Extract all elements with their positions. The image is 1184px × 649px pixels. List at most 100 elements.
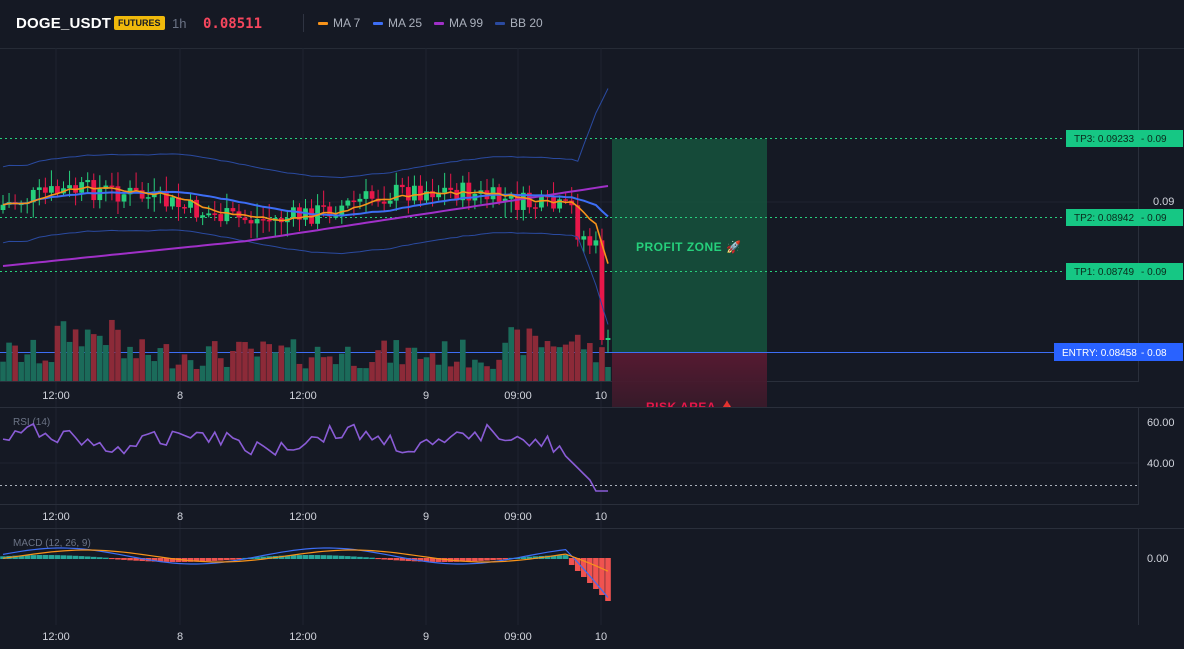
legend-label: MA 25 [388,16,423,30]
candle [581,230,587,253]
candle [351,190,357,217]
tp1-tag[interactable]: TP1: 0.08749 - 0.09 [1066,263,1183,280]
indicator-lines [2,88,609,325]
candle [278,210,284,235]
volume-bar [151,361,158,381]
legend-ma25[interactable]: MA 25 [373,16,422,30]
ma7-line [2,185,609,264]
bb20-swatch [495,21,505,25]
macd-bar [0,556,6,559]
macd-bar [417,558,424,562]
macd-bar [314,555,321,559]
candle [363,178,369,213]
volume-bar [526,328,533,381]
candle [266,204,272,232]
macd-bar [24,555,30,559]
candle [97,175,103,209]
candle [309,199,314,227]
candle [85,172,91,194]
macd-bar [115,558,121,560]
legend-label: BB 20 [510,16,543,30]
volume-bar [375,350,381,381]
macd-bar [205,558,212,562]
volume-bar [478,362,484,381]
chart-header: DOGE_USDT FUTURES 1h 0.08511 MA 7 MA 25 … [0,0,1184,49]
macd-bar [520,557,527,559]
candle [599,228,605,345]
volume-bar [423,357,430,381]
candle [442,172,448,206]
volume-bar [175,364,182,381]
rsi-tick: 40.00 [1147,458,1175,470]
macd-bar [36,555,43,559]
macd-bar [544,555,551,559]
macd-line [2,547,609,598]
legend-ma7[interactable]: MA 7 [318,16,360,30]
volume-bar [369,362,375,381]
macd-bar [84,556,91,559]
macd-bar [266,556,272,559]
volume-bar [48,362,55,381]
symbol-name[interactable]: DOGE_USDT [16,15,112,32]
macd-bar [351,556,357,559]
candle [605,329,611,353]
macd-bar [605,558,611,601]
macd-bar [562,555,569,559]
volume-bar [581,349,587,381]
volume-bar [12,345,18,381]
tp3-tag[interactable]: TP3: 0.09233 - 0.09 [1066,130,1183,147]
tp3-tag-label: TP3: 0.09233 [1074,134,1134,145]
volume-bar [278,345,285,381]
volume-bar [556,347,563,381]
candle [24,198,30,214]
volume-bar [181,354,188,381]
macd-bar [381,558,387,560]
tp2-tag[interactable]: TP2: 0.08942 - 0.09 [1066,209,1183,226]
candle [284,209,290,237]
macd-bar [599,558,605,595]
volume-bar [54,325,61,381]
volume-bar [447,366,454,381]
volume-bar [562,344,569,381]
candle [272,215,278,237]
macd-bar [472,558,478,562]
time-label: 12:00 [42,390,70,402]
macd-bar [581,558,587,577]
rsi-line [2,422,608,492]
macd-bar [42,555,49,559]
volume-bar [363,368,369,381]
timeframe-selector[interactable]: 1h [172,16,187,31]
volume-bar [320,357,327,381]
candle [55,179,60,198]
macd-bar [109,558,115,560]
volume-bar [411,347,418,381]
volume-bar [199,365,206,381]
candle [200,212,206,226]
time-label: 12:00 [42,631,70,643]
time-label: 10 [595,631,607,643]
volume-bar [97,335,103,381]
macd-bar [296,555,303,559]
macd-tick: 0.00 [1147,553,1168,565]
volume-bar [393,340,400,381]
candle [333,206,339,220]
entry-tag-label: ENTRY: 0.08458 [1062,348,1137,359]
macd-bar [423,558,430,562]
candle [230,201,236,214]
ma25-swatch [373,21,383,25]
macd-bar [405,558,412,562]
entry-tag[interactable]: ENTRY: 0.08458 - 0.08 [1054,343,1183,361]
legend-bb20[interactable]: BB 20 [495,16,543,30]
volume-bar [387,362,393,381]
volume-bar [351,365,357,381]
legend-label: MA 99 [449,16,484,30]
macd-bar [357,556,363,559]
legend-ma99[interactable]: MA 99 [434,16,483,30]
macd-bar [224,558,230,561]
candle [418,175,423,208]
macd-bar [236,558,242,560]
volume-bar [345,346,351,381]
volume-bar [187,360,194,381]
macd-bar [284,555,291,559]
